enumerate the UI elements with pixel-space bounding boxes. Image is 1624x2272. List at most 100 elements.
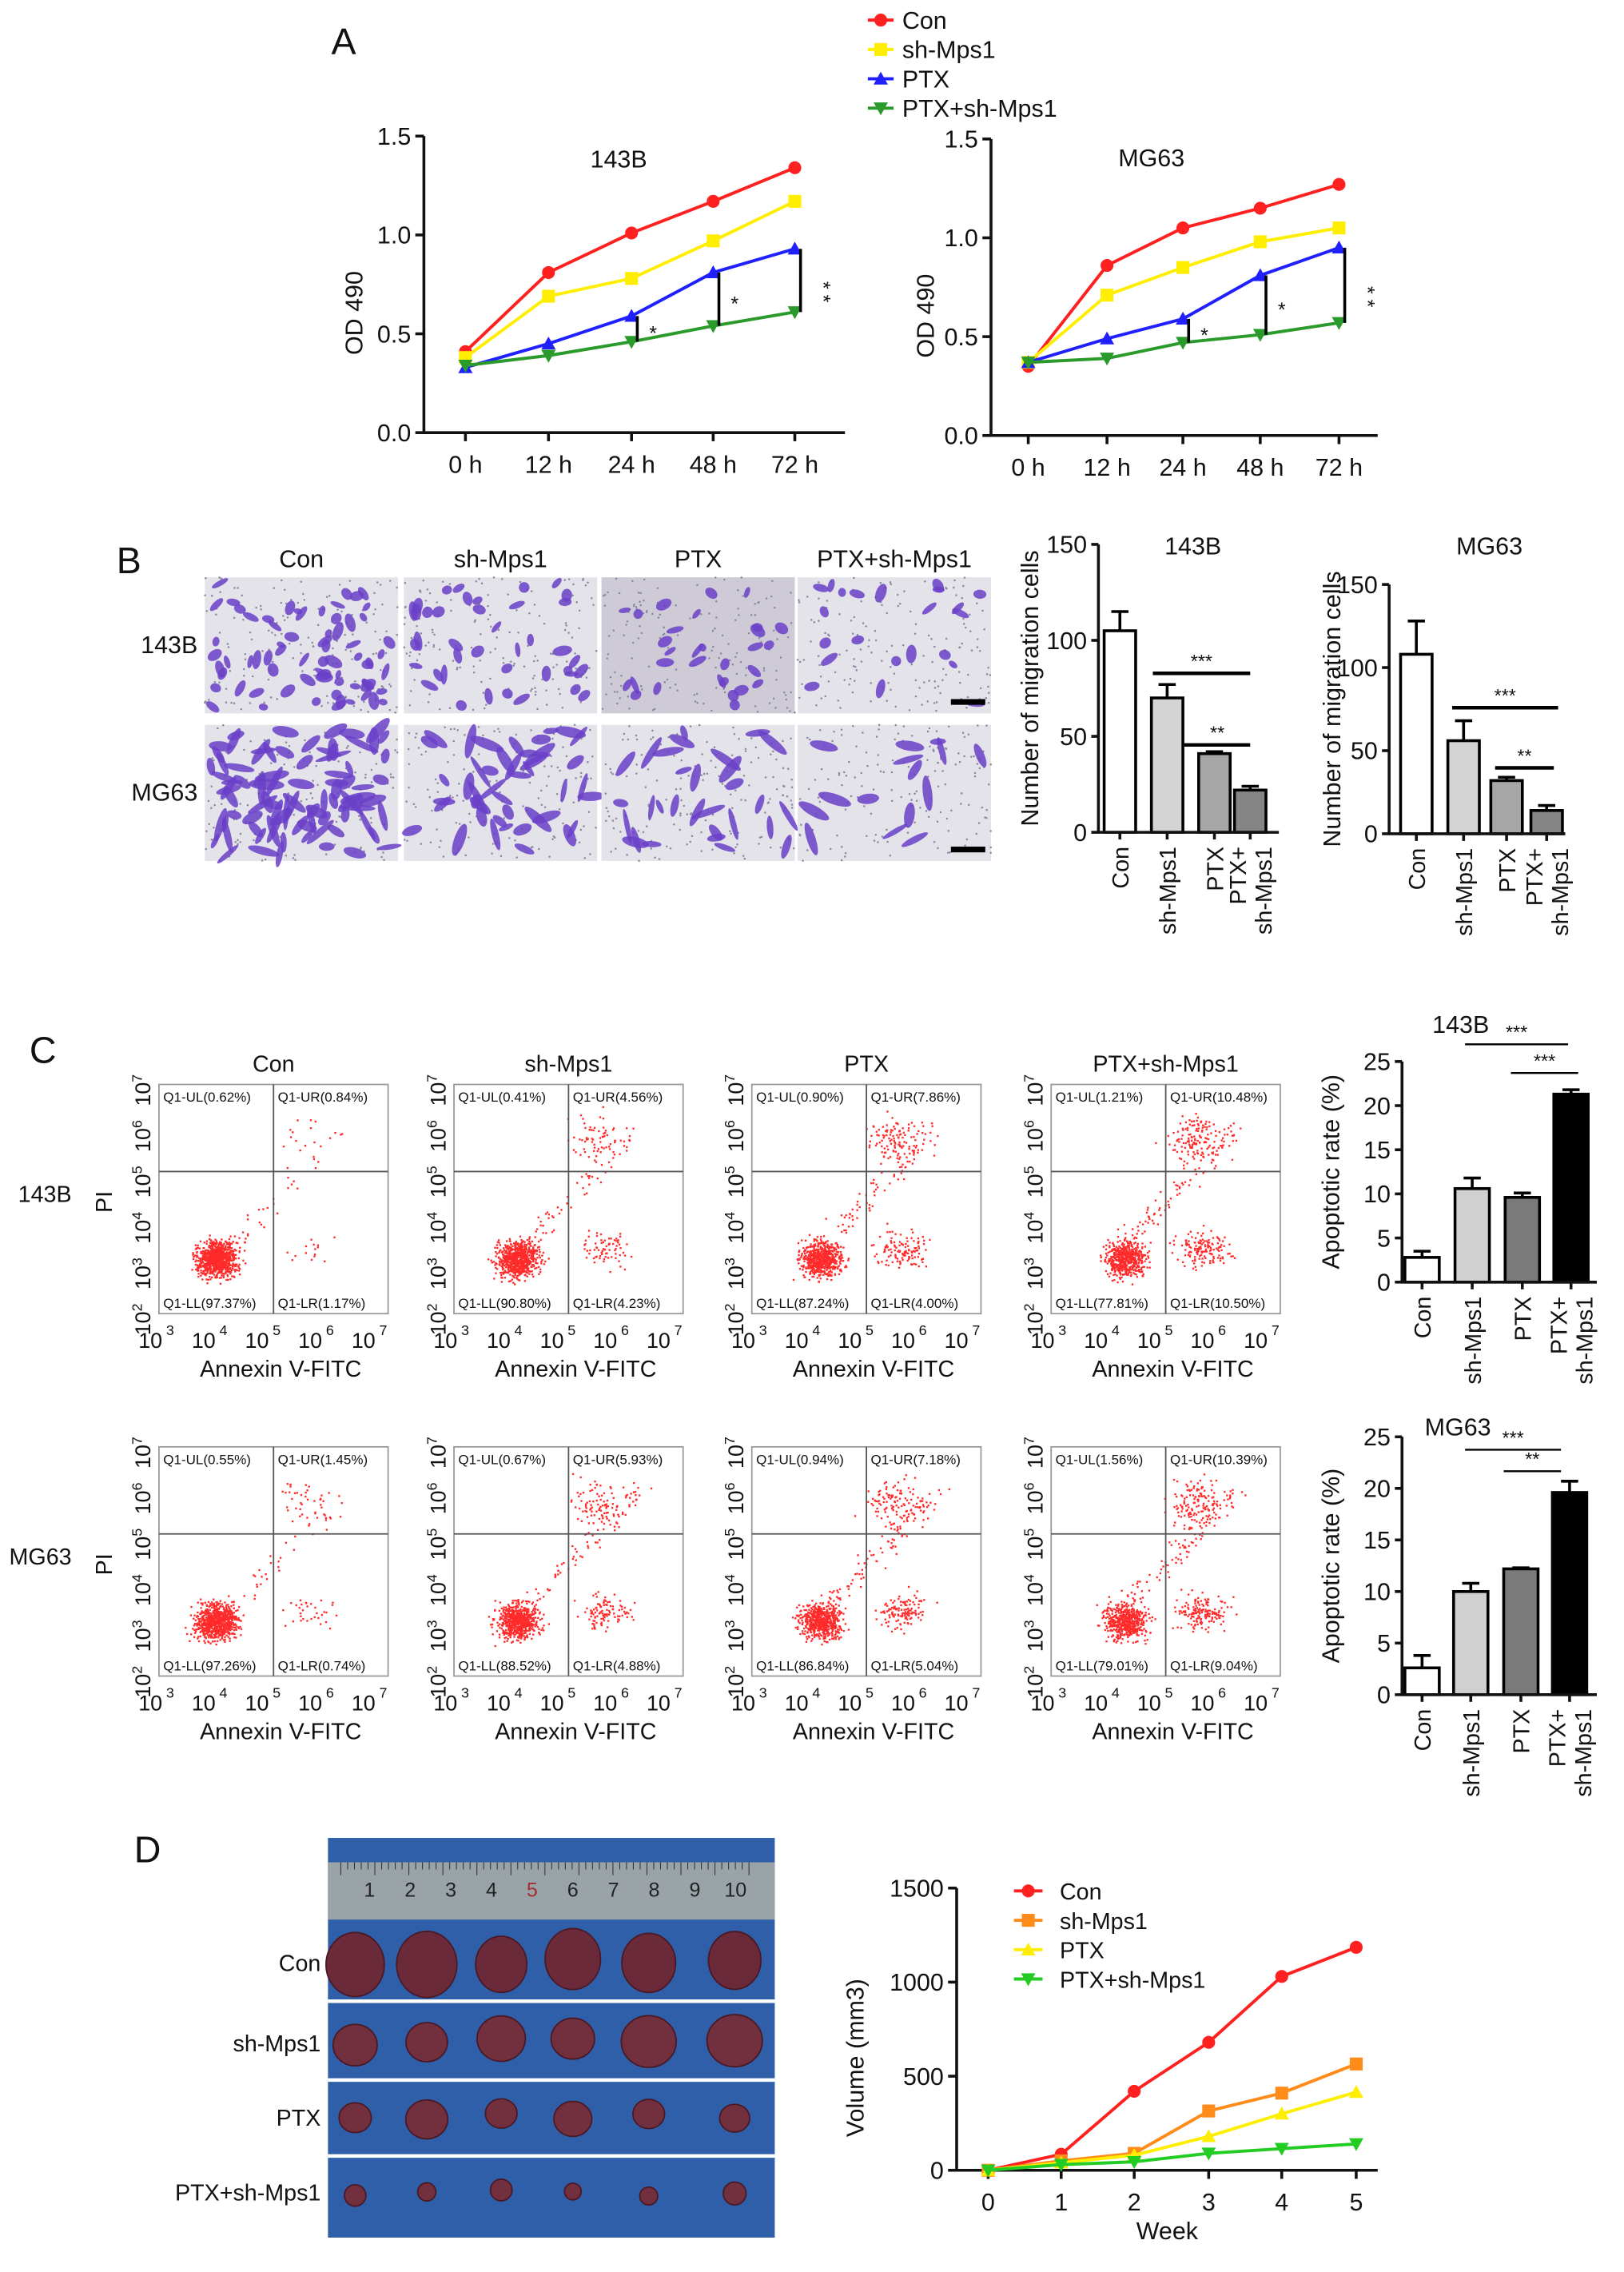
event-dot xyxy=(805,1270,807,1274)
event-dot xyxy=(211,1252,213,1255)
stained-cell xyxy=(514,843,535,855)
event-dot xyxy=(798,1268,802,1270)
event-dot xyxy=(206,1269,209,1271)
event-dot xyxy=(883,1147,886,1150)
pore xyxy=(438,846,441,848)
event-dot xyxy=(520,1248,523,1250)
event-dot xyxy=(538,1254,540,1257)
pore xyxy=(742,595,744,597)
pore xyxy=(427,701,430,704)
pore xyxy=(860,660,863,663)
event-dot xyxy=(524,1254,527,1256)
pore xyxy=(332,647,334,650)
event-dot xyxy=(528,1243,531,1246)
event-dot xyxy=(889,1182,891,1185)
event-dot xyxy=(1188,1184,1191,1186)
pore xyxy=(502,656,504,660)
y-tick-label: 5 xyxy=(1377,1630,1391,1657)
event-dot xyxy=(529,1250,531,1254)
x-tick-label: sh-Mps1 xyxy=(1252,847,1277,935)
event-dot xyxy=(902,1254,906,1257)
event-dot xyxy=(507,1264,509,1267)
event-dot xyxy=(201,1264,205,1267)
event-dot xyxy=(582,1186,584,1190)
pore xyxy=(981,609,984,612)
event-dot xyxy=(218,1265,221,1267)
y-tick-exponent: 4 xyxy=(424,1212,440,1220)
pore xyxy=(428,795,431,799)
event-dot xyxy=(224,1261,227,1263)
stained-cell xyxy=(439,773,450,787)
event-dot xyxy=(504,1252,507,1254)
event-dot xyxy=(592,1257,595,1260)
stained-cell xyxy=(357,587,369,600)
x-tick-label: Con xyxy=(1405,848,1431,891)
pore xyxy=(239,803,241,805)
bar xyxy=(1453,1186,1491,1284)
y-tick-label: 20 xyxy=(1363,1093,1391,1120)
pore xyxy=(770,753,772,755)
event-dot xyxy=(839,1262,842,1266)
x-tick-label: 0 h xyxy=(448,451,482,478)
pore xyxy=(908,792,911,795)
event-dot xyxy=(922,1242,925,1246)
y-tick-label: 0.5 xyxy=(377,321,411,348)
pore xyxy=(700,850,703,852)
event-dot xyxy=(535,1249,538,1252)
event-dot xyxy=(201,1262,203,1264)
stained-cell xyxy=(613,799,629,807)
pore xyxy=(659,613,661,616)
event-dot xyxy=(532,1265,535,1268)
event-dot xyxy=(500,1271,503,1274)
event-dot xyxy=(588,1129,591,1131)
stained-cell xyxy=(781,835,792,859)
stained-cell xyxy=(318,842,335,851)
event-dot xyxy=(231,1254,233,1257)
event-dot xyxy=(523,1269,525,1272)
event-dot xyxy=(917,1247,921,1250)
y-axis-label: Apoptotic rate (%) xyxy=(1317,1074,1344,1270)
stained-cell xyxy=(973,589,987,600)
event-dot xyxy=(539,1238,542,1242)
event-dot xyxy=(210,1244,213,1247)
event-dot xyxy=(613,1239,616,1242)
event-dot xyxy=(216,1266,219,1270)
row-label: 143B xyxy=(141,632,197,659)
pore xyxy=(962,617,965,620)
pore xyxy=(679,814,682,817)
stained-cell xyxy=(377,730,390,744)
event-dot xyxy=(831,1256,834,1259)
event-dot xyxy=(921,1258,925,1261)
x-axis-label: Annexin V-FITC xyxy=(495,1357,656,1382)
event-dot xyxy=(916,1133,918,1135)
pore xyxy=(733,852,735,855)
pore xyxy=(779,656,782,659)
pore xyxy=(754,602,757,605)
pore xyxy=(969,613,971,616)
pore xyxy=(284,588,286,591)
pore xyxy=(418,652,421,656)
pore xyxy=(640,754,643,756)
event-dot xyxy=(893,1241,896,1244)
pore xyxy=(344,696,347,699)
event-dot xyxy=(512,1281,515,1284)
pore xyxy=(798,834,802,837)
pore xyxy=(873,839,876,842)
event-dot xyxy=(842,1246,845,1249)
event-dot xyxy=(201,1260,204,1262)
event-dot xyxy=(527,1242,530,1245)
stained-cell xyxy=(376,843,402,851)
stained-cell xyxy=(212,578,229,588)
column-label: PTX xyxy=(844,1051,889,1077)
event-dot xyxy=(207,1268,210,1270)
stained-cell xyxy=(224,763,255,772)
pore xyxy=(531,688,533,691)
stained-cell xyxy=(750,624,766,638)
chart-title: MG63 xyxy=(1425,1414,1491,1441)
pore xyxy=(550,755,552,758)
event-dot xyxy=(893,1126,895,1128)
event-dot xyxy=(513,1256,516,1259)
pore xyxy=(914,695,917,698)
event-dot xyxy=(595,1234,599,1238)
pore xyxy=(639,600,641,603)
